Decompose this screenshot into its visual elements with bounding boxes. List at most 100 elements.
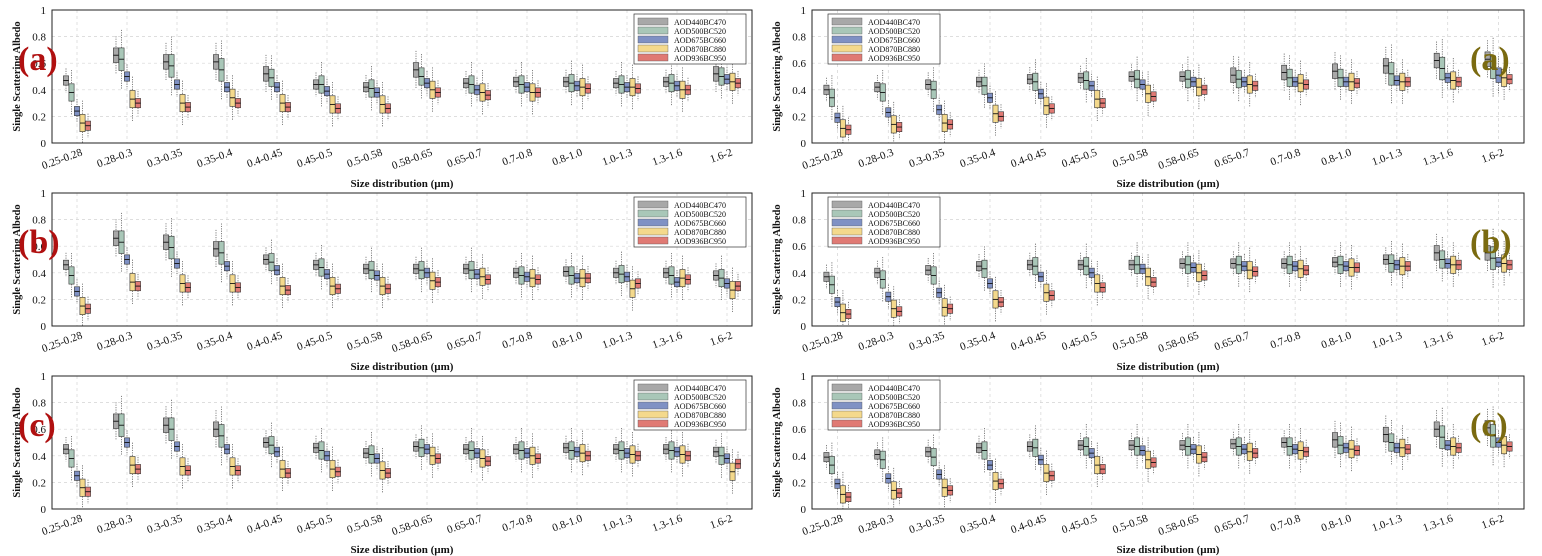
legend-label: AOD500BC520 <box>674 393 726 402</box>
x-tick-label: 0.45-0.5 <box>295 329 334 353</box>
legend-swatch <box>831 383 863 392</box>
x-tick-label: 0.25-0.28 <box>40 512 84 538</box>
y-tick-label: 1 <box>801 188 807 200</box>
x-tick-label: 0.5-0.58 <box>1111 512 1150 536</box>
x-tick-label: 0.25-0.28 <box>801 146 845 172</box>
legend-swatch <box>637 383 669 392</box>
x-tick-label: 1.0-1.3 <box>1370 329 1404 351</box>
x-tick-label: 0.3-0.35 <box>145 329 184 353</box>
x-tick-label: 1.3-1.6 <box>651 512 685 534</box>
legend-label: AOD440BC470 <box>868 201 920 210</box>
x-tick-label: 0.58-0.65 <box>390 146 434 172</box>
legend-swatch <box>637 410 669 419</box>
x-tick-label: 0.5-0.58 <box>345 512 384 536</box>
legend-label: AOD675BC660 <box>674 219 726 228</box>
x-tick-label: 0.8-1.0 <box>551 146 585 168</box>
x-tick-label: 0.25-0.28 <box>40 146 84 172</box>
plot-frame <box>811 9 1525 144</box>
y-tick-label: 0.8 <box>32 32 46 44</box>
x-tick-label: 0.4-0.45 <box>1009 146 1048 170</box>
x-axis-label: Size distribution (µm) <box>1117 361 1220 373</box>
legend-label: AOD675BC660 <box>868 219 920 228</box>
y-tick-label: 0.6 <box>32 58 46 70</box>
y-tick-label: 0.4 <box>792 85 806 97</box>
legend-label: AOD440BC470 <box>868 384 920 393</box>
x-tick-label: 0.45-0.5 <box>1060 146 1099 170</box>
legend-label: AOD440BC470 <box>674 201 726 210</box>
panel-label: (a) <box>18 41 58 78</box>
legend-swatch <box>637 236 669 245</box>
legend-swatch <box>637 200 669 209</box>
x-tick-label: 0.28-0.3 <box>857 146 896 170</box>
legend-swatch <box>831 227 863 236</box>
x-tick-label: 0.3-0.35 <box>908 512 947 536</box>
legend-swatch <box>637 419 669 428</box>
x-tick-label: 0.3-0.35 <box>908 329 947 353</box>
y-tick-label: 0.6 <box>32 241 46 253</box>
x-tick-label: 0.45-0.5 <box>1060 512 1099 536</box>
legend-label: AOD936BC950 <box>868 420 920 429</box>
x-tick-label: 0.65-0.7 <box>1213 512 1252 536</box>
chart-panel-5: 0 0.2 0.4 0.6 0.8 1 0.25-0.28 0.28-0.3 0.3-0.35 0… <box>12 371 753 556</box>
legend-swatch <box>831 200 863 209</box>
x-tick-label: 0.4-0.45 <box>1009 512 1048 536</box>
panel-label: (c) <box>1470 407 1508 444</box>
x-tick-label: 1.3-1.6 <box>1421 512 1455 534</box>
x-axis-label: Size distribution (µm) <box>351 178 454 190</box>
legend-label: AOD870BC880 <box>674 411 726 420</box>
x-tick-label: 0.5-0.58 <box>345 146 384 170</box>
y-tick-label: 0.8 <box>792 215 806 227</box>
x-axis-label: Size distribution (µm) <box>1117 178 1220 190</box>
x-tick-label: 1.6-2 <box>1480 147 1506 166</box>
plot-frame <box>51 192 753 327</box>
y-axis-label: Single Scattering Albedo <box>12 387 23 497</box>
x-tick-label: 0.45-0.5 <box>1060 329 1099 353</box>
plot-frame <box>811 375 1525 510</box>
y-axis-label: Single Scattering Albedo <box>772 21 783 131</box>
legend-swatch <box>637 401 669 410</box>
legend-swatch <box>637 227 669 236</box>
x-tick-label: 0.65-0.7 <box>1213 329 1252 353</box>
chart-panel-4: 0 0.2 0.4 0.6 0.8 1 0.25-0.28 0.28-0.3 0.3-0.35 0… <box>772 188 1525 373</box>
x-tick-label: 0.35-0.4 <box>958 329 997 353</box>
legend-swatch <box>831 209 863 218</box>
x-tick-label: 0.28-0.3 <box>857 329 896 353</box>
x-tick-label: 0.25-0.28 <box>801 329 845 355</box>
x-tick-label: 0.35-0.4 <box>195 329 234 353</box>
legend-label: AOD500BC520 <box>674 27 726 36</box>
y-tick-label: 0 <box>801 321 807 333</box>
y-tick-label: 0.2 <box>792 294 806 306</box>
x-tick-label: 0.5-0.58 <box>1111 146 1150 170</box>
legend-swatch <box>831 401 863 410</box>
legend-label: AOD500BC520 <box>868 210 920 219</box>
legend-label: AOD440BC470 <box>674 384 726 393</box>
x-tick-label: 0.35-0.4 <box>195 512 234 536</box>
y-tick-label: 0 <box>41 138 47 150</box>
legend-label: AOD936BC950 <box>868 237 920 246</box>
legend-label: AOD936BC950 <box>674 420 726 429</box>
y-tick-label: 1 <box>801 371 807 383</box>
legend-swatch <box>831 17 863 26</box>
y-tick-label: 0.2 <box>32 111 46 123</box>
x-tick-label: 0.35-0.4 <box>195 146 234 170</box>
legend-label: AOD936BC950 <box>674 237 726 246</box>
y-axis-label: Single Scattering Albedo <box>772 387 783 497</box>
x-tick-label: 0.5-0.58 <box>1111 329 1150 353</box>
x-tick-label: 0.58-0.65 <box>1157 512 1201 538</box>
y-tick-label: 0.6 <box>792 58 806 70</box>
legend-label: AOD870BC880 <box>868 45 920 54</box>
x-tick-label: 1.0-1.3 <box>1370 512 1404 534</box>
y-axis-label: Single Scattering Albedo <box>12 204 23 314</box>
y-tick-label: 0.4 <box>792 268 806 280</box>
chart-panel-3: 0 0.2 0.4 0.6 0.8 1 0.25-0.28 0.28-0.3 0.3-0.35 0… <box>12 188 753 373</box>
x-tick-label: 1.0-1.3 <box>1370 146 1404 168</box>
x-tick-label: 0.45-0.5 <box>295 146 334 170</box>
y-tick-label: 0 <box>41 321 47 333</box>
chart-panel-2: 0 0.2 0.4 0.6 0.8 1 0.25-0.28 0.28-0.3 0.3-0.35 0… <box>772 5 1525 190</box>
legend-swatch <box>831 26 863 35</box>
x-tick-label: 0.5-0.58 <box>345 329 384 353</box>
x-tick-label: 0.28-0.3 <box>95 146 134 170</box>
x-tick-label: 0.25-0.28 <box>801 512 845 538</box>
y-tick-label: 0 <box>801 504 807 516</box>
legend-swatch <box>637 392 669 401</box>
